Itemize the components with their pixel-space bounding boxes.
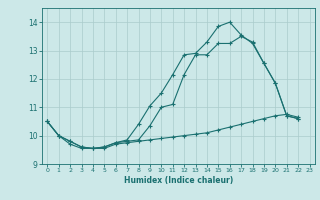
X-axis label: Humidex (Indice chaleur): Humidex (Indice chaleur) <box>124 176 233 185</box>
